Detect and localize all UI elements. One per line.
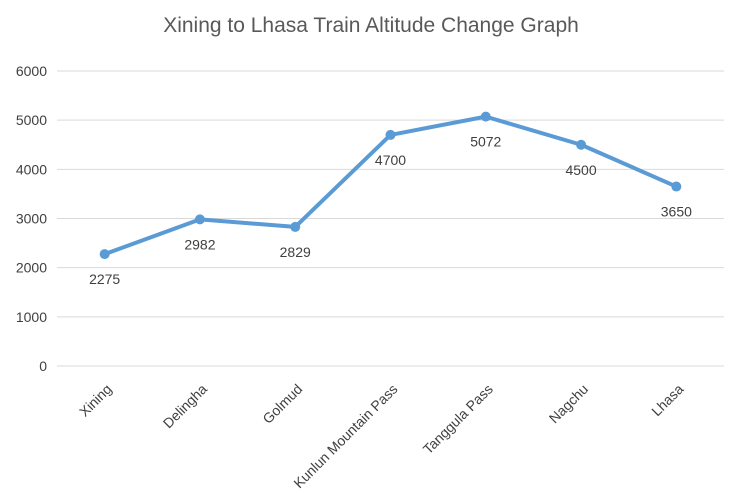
data-label: 3650 — [661, 204, 692, 220]
data-point — [385, 129, 396, 140]
data-point — [671, 181, 682, 192]
y-tick-label: 5000 — [16, 112, 47, 128]
x-tick-label: Lhasa — [648, 381, 686, 419]
y-tick-label: 2000 — [16, 260, 47, 276]
data-label: 4500 — [565, 162, 596, 178]
x-tick-label: Golmud — [259, 381, 305, 427]
data-label: 2982 — [184, 236, 215, 252]
x-tick-label: Delingha — [160, 381, 211, 432]
x-tick-label: Nagchu — [546, 381, 591, 426]
x-tick-label: Kunlun Mountain Pass — [290, 381, 400, 491]
y-tick-label: 6000 — [16, 63, 47, 79]
chart-title: Xining to Lhasa Train Altitude Change Gr… — [163, 14, 579, 37]
data-point — [290, 221, 301, 232]
data-label: 4700 — [375, 152, 406, 168]
y-tick-label: 1000 — [16, 309, 47, 325]
data-point — [480, 111, 491, 122]
x-tick-label: Tanggula Pass — [420, 381, 496, 457]
data-label: 5072 — [470, 134, 501, 150]
data-point — [576, 139, 587, 150]
y-tick-label: 0 — [39, 358, 47, 374]
data-label: 2829 — [280, 244, 311, 260]
data-label: 2275 — [89, 271, 120, 287]
data-point — [99, 249, 110, 260]
y-tick-label: 3000 — [16, 211, 47, 227]
x-tick-label: Xining — [76, 381, 115, 420]
data-point — [194, 214, 205, 225]
y-tick-label: 4000 — [16, 161, 47, 177]
